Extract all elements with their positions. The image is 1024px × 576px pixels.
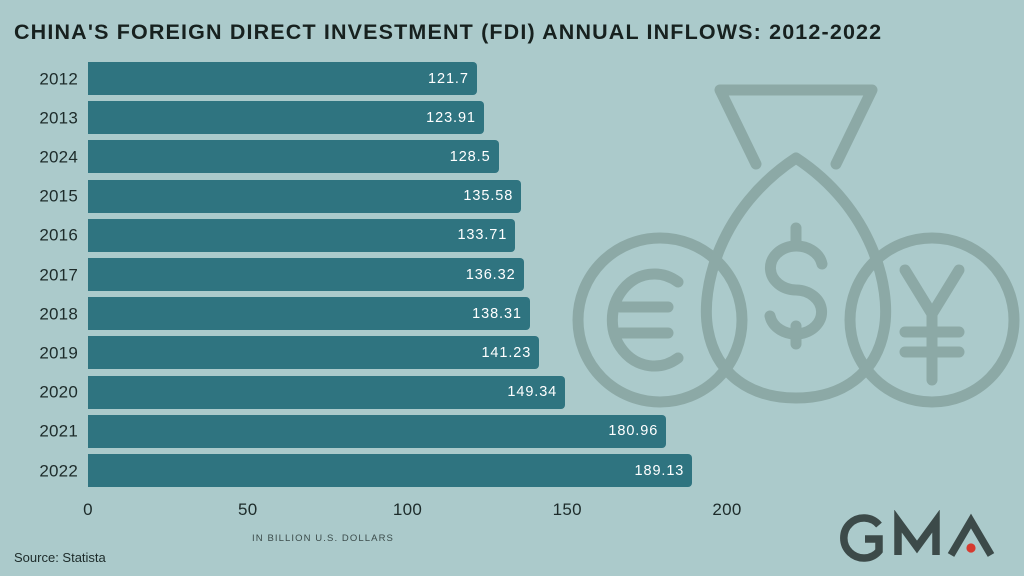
page-title: CHINA'S FOREIGN DIRECT INVESTMENT (FDI) …	[14, 20, 883, 44]
bar-value-label: 180.96	[608, 423, 659, 440]
source-note: Source: Statista	[14, 550, 106, 565]
bar-value-label: 123.91	[426, 109, 476, 126]
bar-row: 2018 138.31	[0, 297, 1024, 331]
bar[interactable]: 180.96	[88, 414, 667, 448]
x-axis-title: IN BILLION U.S. DOLLARS	[252, 533, 394, 544]
bar-value-label: 121.7	[428, 70, 469, 87]
bar-category-label: 2015	[39, 186, 78, 206]
bar-value-label: 133.71	[457, 227, 508, 244]
bar-value-label: 138.31	[472, 305, 522, 322]
bar[interactable]: 136.32	[88, 258, 524, 291]
bar-category-label: 2019	[39, 343, 78, 363]
bar-row: 2016 133.71	[0, 218, 1024, 252]
bar-row: 2017 136.32	[0, 258, 1024, 291]
x-tick-label: 50	[237, 500, 258, 519]
bar-value-label: 135.58	[463, 187, 514, 204]
x-tick-label: 0	[83, 500, 93, 519]
x-axis: 0 50 100 150 200	[0, 497, 1024, 527]
gma-logo	[840, 510, 995, 562]
logo-accent-dot	[966, 543, 976, 553]
bar-value-label: 136.32	[465, 266, 516, 283]
bar-row: 2020 149.34	[0, 375, 1024, 409]
bar[interactable]: 123.91	[88, 101, 484, 135]
bar-row: 2015 135.58	[0, 179, 1024, 213]
bar[interactable]: 149.34	[88, 375, 566, 409]
bar-row: 2024 128.5	[0, 140, 1024, 174]
bar-category-label: 2020	[39, 382, 78, 402]
bar-category-label: 2017	[39, 265, 78, 284]
bar-category-label: 2022	[39, 461, 78, 480]
x-tick-label: 150	[552, 500, 582, 519]
bar[interactable]: 135.58	[88, 179, 522, 213]
bar-row: 2019 141.23	[0, 336, 1024, 370]
bar-category-label: 2012	[39, 69, 78, 88]
bar-row: 2013 123.91	[0, 101, 1024, 135]
bar-category-label: 2013	[39, 108, 78, 128]
bar-row: 2021 180.96	[0, 414, 1024, 448]
x-tick-label: 100	[392, 500, 423, 519]
bar-value-label: 189.13	[634, 462, 685, 479]
bar[interactable]: 138.31	[88, 297, 530, 331]
bar[interactable]: 128.5	[88, 140, 499, 174]
bar[interactable]: 121.7	[88, 62, 477, 95]
bar-category-label: 2024	[39, 147, 78, 167]
bar-value-label: 128.5	[449, 148, 491, 165]
x-tick-label: 200	[712, 500, 742, 519]
bar[interactable]: 133.71	[88, 218, 516, 252]
bar-chart-plot-area: 2012 121.7 2013 123.91 2024 128.5 2015 135.58 20…	[0, 62, 1024, 497]
bar[interactable]: 189.13	[88, 454, 693, 487]
bar-category-label: 2021	[39, 421, 78, 441]
bar-value-label: 149.34	[507, 383, 558, 400]
bar-category-label: 2016	[39, 225, 78, 245]
bar-value-label: 141.23	[481, 344, 532, 361]
bar-row: 2012 121.7	[0, 62, 1024, 95]
bar-row: 2022 189.13	[0, 454, 1024, 487]
bar[interactable]: 141.23	[88, 336, 540, 370]
bar-category-label: 2018	[39, 304, 78, 324]
